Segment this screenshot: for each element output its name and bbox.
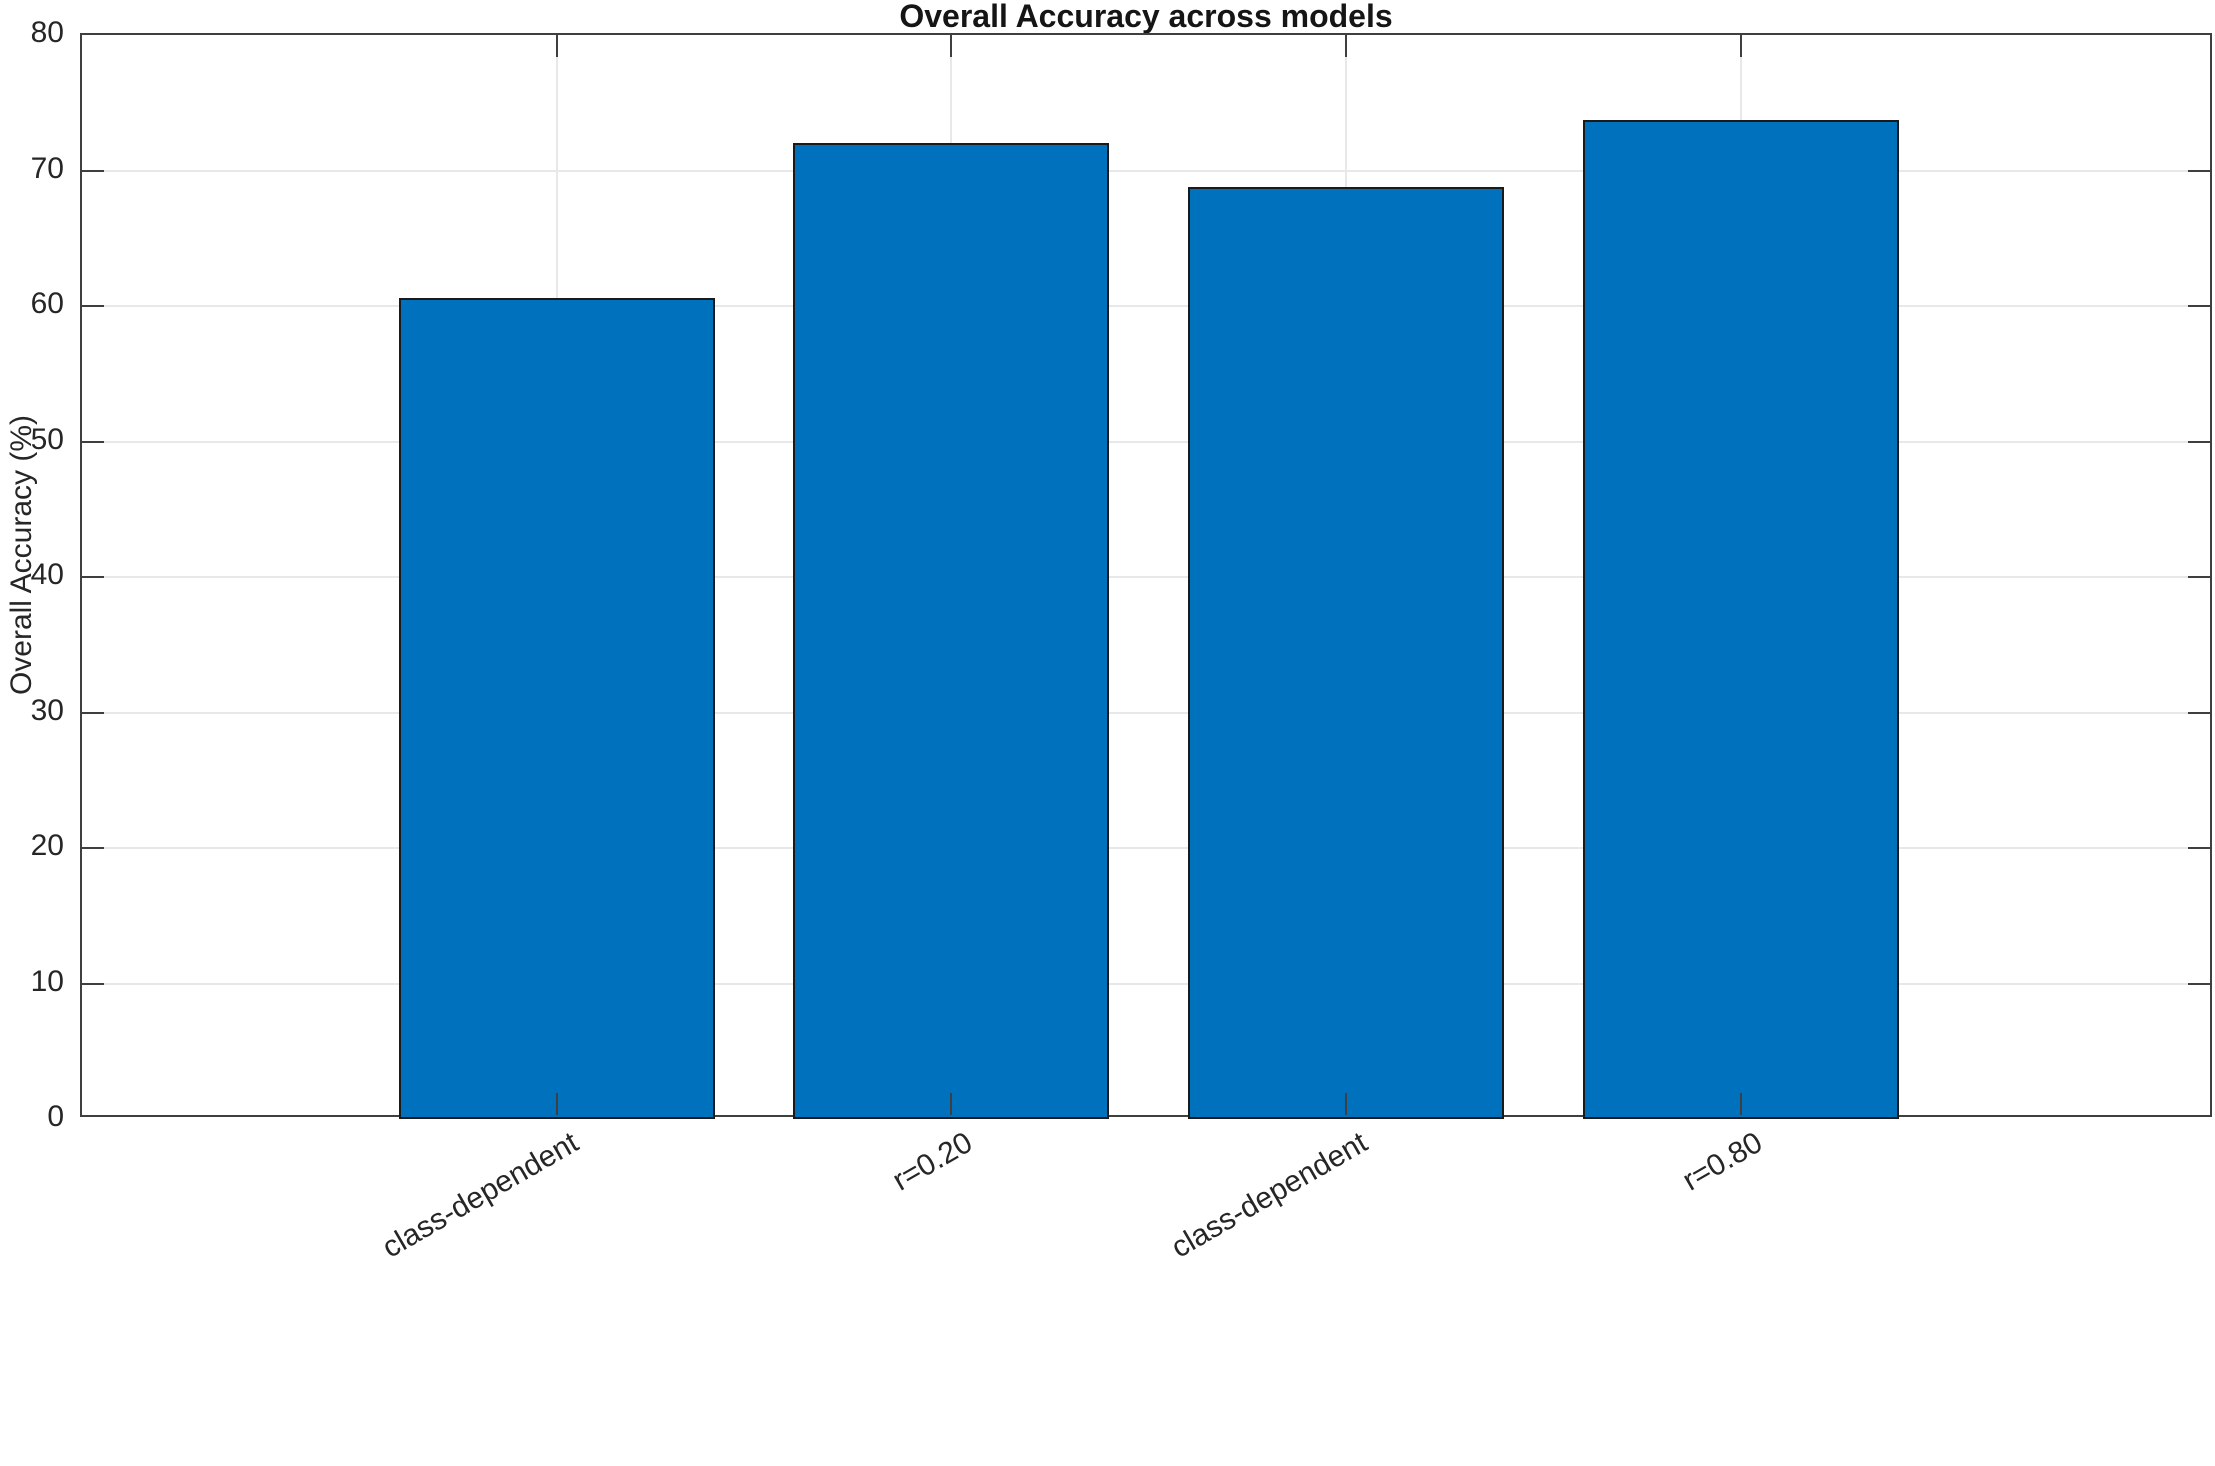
gridline-horizontal: [82, 576, 2210, 578]
y-tick-mark: [2188, 847, 2210, 849]
x-tick-mark: [555, 1093, 558, 1115]
y-tick-mark: [2188, 305, 2210, 307]
y-tick-label: 80: [30, 16, 64, 49]
gridline-horizontal: [82, 711, 2210, 714]
x-tick-mark: [950, 1093, 953, 1115]
gridline-horizontal: [82, 169, 2210, 172]
bar: [1582, 120, 1899, 1119]
y-tick-mark: [82, 576, 104, 578]
y-tick-mark: [2188, 576, 2210, 578]
gridline-horizontal: [82, 440, 2210, 443]
y-tick-label: 50: [30, 422, 64, 456]
x-tick-mark: [1344, 35, 1347, 57]
gridline-horizontal: [82, 847, 2210, 849]
bar: [398, 297, 715, 1119]
plot-area: [80, 33, 2212, 1119]
x-tick-mark: [1739, 35, 1742, 57]
chart-title: Overall Accuracy across models: [899, 0, 1393, 34]
y-tick-label: 0: [47, 1100, 64, 1133]
y-tick-mark: [82, 711, 104, 714]
y-tick-mark: [2188, 440, 2210, 443]
x-tick-mark: [1739, 1093, 1742, 1115]
y-tick-mark: [2188, 711, 2210, 714]
y-tick-mark: [82, 169, 104, 172]
y-tick-mark: [2188, 982, 2210, 985]
y-tick-label: 60: [30, 287, 64, 320]
bar: [1187, 186, 1504, 1119]
gridline-horizontal: [82, 982, 2210, 985]
y-tick-mark: [82, 982, 104, 985]
y-tick-label: 20: [30, 829, 64, 862]
y-tick-label: 40: [30, 558, 64, 591]
gridline-horizontal: [82, 305, 2210, 307]
y-tick-mark: [82, 305, 104, 307]
x-tick-mark: [1344, 1093, 1347, 1115]
y-tick-label: 30: [30, 693, 64, 727]
y-tick-mark: [82, 440, 104, 443]
bar: [793, 143, 1110, 1119]
x-tick-mark: [950, 35, 953, 57]
y-tick-label: 70: [30, 151, 64, 185]
y-tick-mark: [2188, 169, 2210, 172]
x-tick-mark: [555, 35, 558, 57]
y-tick-mark: [82, 847, 104, 849]
matlab-figure: Overall Accuracy across models Overall A…: [5, 0, 2212, 1265]
y-axis-label: Overall Accuracy (%): [5, 414, 38, 696]
y-tick-label: 10: [30, 964, 64, 998]
